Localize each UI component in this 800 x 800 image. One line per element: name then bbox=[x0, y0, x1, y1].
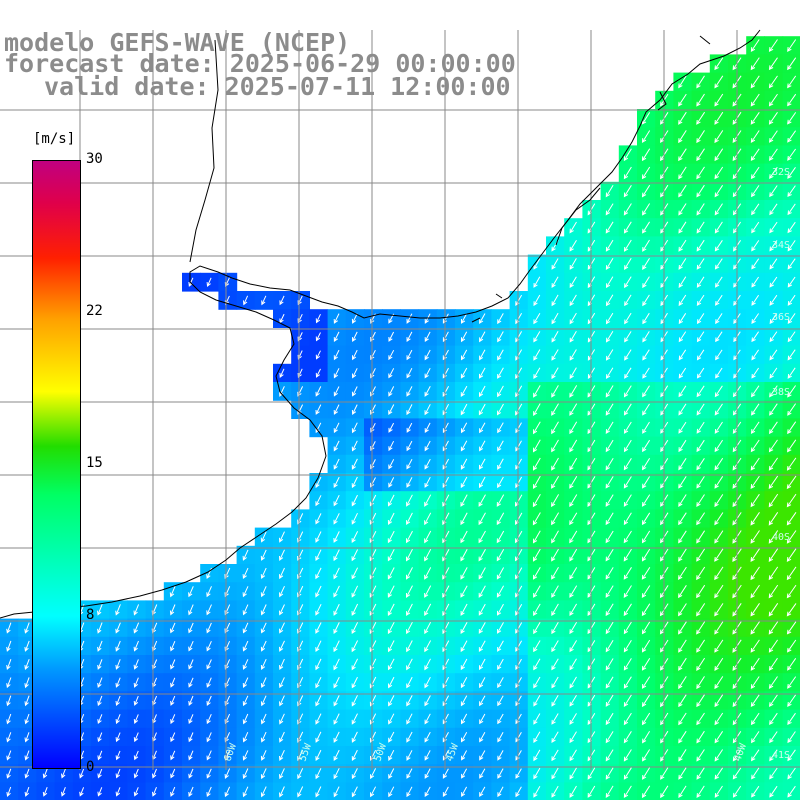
colorbar-tick-8: 8 bbox=[86, 607, 95, 623]
lat-label: 36S bbox=[772, 312, 790, 323]
colorbar-unit: [m/s] bbox=[33, 131, 76, 147]
lat-label: 40S bbox=[772, 532, 790, 543]
coastline bbox=[0, 29, 761, 619]
title-model: modelo GEFS-WAVE (NCEP) bbox=[4, 28, 351, 57]
colorbar-tick-15: 15 bbox=[86, 455, 103, 471]
graticule bbox=[0, 30, 800, 770]
colorbar-tick-0: 0 bbox=[86, 759, 95, 775]
title-forecast-date: forecast date: 2025-06-29 00:00:00 bbox=[4, 49, 516, 78]
lat-label: 38S bbox=[772, 387, 790, 398]
colorbar bbox=[32, 160, 81, 769]
colorbar-tick-22: 22 bbox=[86, 303, 103, 319]
title-valid-date: valid date: 2025-07-11 12:00:00 bbox=[44, 72, 511, 101]
lat-label: 34S bbox=[772, 240, 790, 251]
inland-water-outline bbox=[189, 35, 711, 323]
colorbar-tick-30: 30 bbox=[86, 151, 103, 167]
lat-label: 32S bbox=[772, 167, 790, 178]
lat-label: 41S bbox=[772, 750, 790, 761]
